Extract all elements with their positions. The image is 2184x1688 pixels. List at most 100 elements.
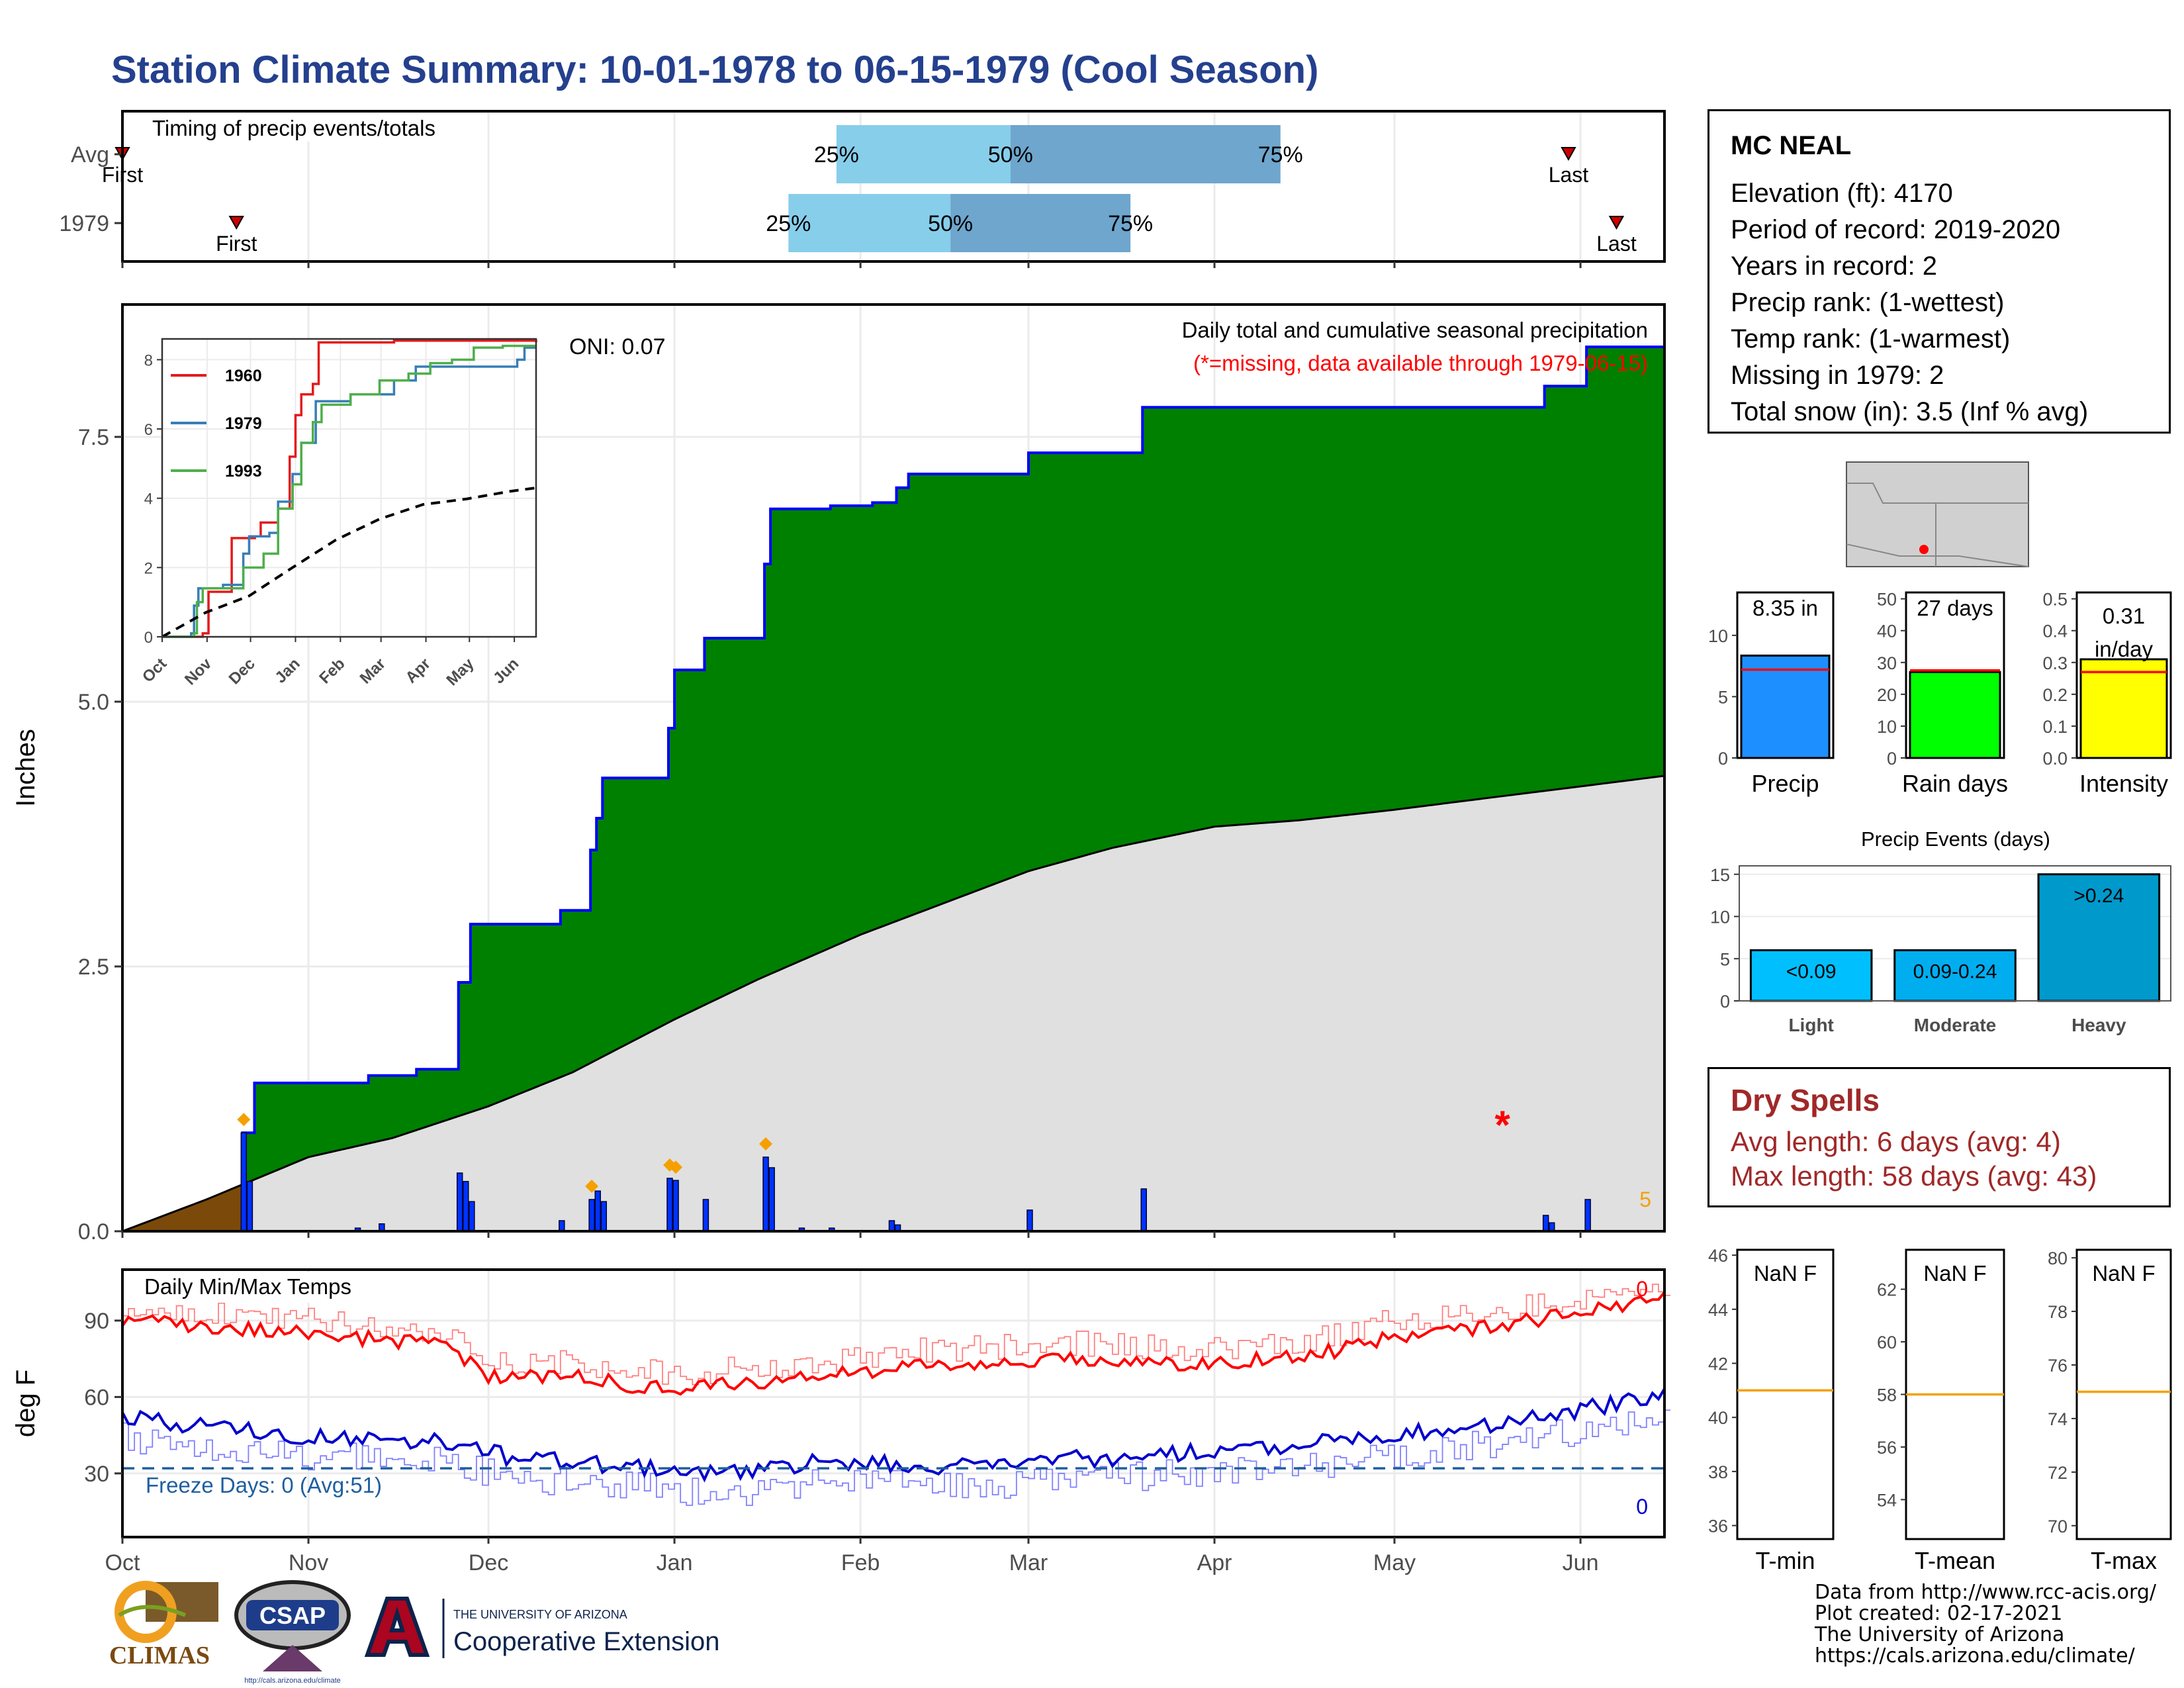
temp-gauge-xlabel: T-max	[2091, 1547, 2157, 1574]
region-map	[1846, 461, 2029, 567]
season-bar-ytick-label: 0	[1887, 749, 1897, 769]
temp-ytick-label: 60	[84, 1385, 109, 1410]
timing-title: Timing of precip events/totals	[152, 116, 435, 140]
ua-extension-logo: THE UNIVERSITY OF ARIZONA Cooperative Ex…	[364, 1597, 719, 1658]
temp-panel-bg	[122, 1270, 1664, 1537]
season-bar-ytick-label: 10	[1708, 626, 1728, 646]
precip-daily-bar	[600, 1201, 608, 1232]
credits-created: Plot created: 02-17-2021	[1815, 1602, 2063, 1625]
temp-gauge-ytick-label: 74	[2048, 1409, 2068, 1429]
temp-xtick-label: Dec	[469, 1550, 508, 1575]
temp-gauge-value-label: NaN F	[1754, 1261, 1817, 1286]
precip-ytick-label: 2.5	[78, 955, 109, 980]
precip-events-bar-label: <0.09	[1786, 961, 1837, 983]
temp-gauge-ytick-label: 72	[2048, 1463, 2068, 1483]
climas-logo-text: CLIMAS	[109, 1642, 210, 1669]
season-bar-xlabel: Precip	[1751, 770, 1819, 797]
station-elevation: Elevation (ft): 4170	[1731, 179, 1953, 208]
precip-corner-label: 5	[1639, 1188, 1651, 1211]
timing-pct75-label: 75%	[1108, 211, 1153, 236]
season-bar-ytick-label: 5	[1718, 687, 1728, 707]
temp-gauge-ytick-label: 42	[1708, 1354, 1728, 1374]
ua-small-text: THE UNIVERSITY OF ARIZONA	[453, 1608, 627, 1621]
season-bar-ytick-label: 50	[1877, 590, 1897, 610]
temp-gauge-ytick-label: 38	[1708, 1462, 1728, 1482]
timing-last-marker	[1561, 147, 1576, 162]
snow-marker	[237, 1113, 251, 1127]
temp-gauge-xlabel: T-min	[1756, 1547, 1815, 1574]
season-bar-ytick-label: 0.1	[2042, 717, 2068, 737]
station-temp-rank: Temp rank: (1-warmest)	[1731, 324, 2011, 353]
season-bar	[1909, 671, 2001, 759]
precip-events-ytick-label: 5	[1720, 949, 1730, 969]
inset-legend-label: 1960	[225, 367, 262, 385]
inset-series-line	[162, 344, 536, 638]
precip-daily-bar	[594, 1190, 601, 1232]
temp-gauge-ytick-label: 80	[2048, 1248, 2068, 1268]
station-precip-rank: Precip rank: (1-wettest)	[1731, 288, 2005, 317]
inset-border	[161, 338, 537, 638]
temp-gauge-ytick-label: 70	[2048, 1517, 2068, 1536]
season-bar-xlabel: Rain days	[1902, 770, 2008, 797]
inset-legend-label: 1993	[225, 462, 262, 481]
season-bar	[1740, 654, 1831, 759]
precip-events-title: Precip Events (days)	[1861, 827, 2050, 851]
timing-row-label: Avg	[71, 142, 109, 167]
temp-gauge-ytick-label: 40	[1708, 1408, 1728, 1428]
temp-gauge-ytick-label: 76	[2048, 1356, 2068, 1376]
temp-gauge-value-label: NaN F	[1923, 1261, 1986, 1286]
precip-events-bar-label: 0.09-0.24	[1913, 961, 1997, 983]
season-bar-ytick-label: 0	[1718, 749, 1728, 769]
temp-xtick-label: May	[1373, 1550, 1416, 1575]
precip-chart-subtitle: (*=missing, data available through 1979-…	[1193, 351, 1648, 375]
dry-spells-box: Dry Spells Avg length: 6 days (avg: 4) M…	[1707, 1067, 2171, 1207]
temp-min-line	[121, 1387, 1666, 1483]
timing-first-label: First	[216, 232, 257, 256]
freeze-days-label: Freeze Days: 0 (Avg:51)	[146, 1473, 382, 1497]
season-bar-ytick-label: 0.0	[2042, 749, 2068, 769]
precip-daily-bar	[588, 1199, 595, 1232]
temp-gauge-ytick-label: 60	[1877, 1333, 1897, 1352]
precip-ytick-label: 5.0	[78, 690, 109, 715]
precip-events-category: Heavy	[2071, 1015, 2126, 1035]
season-bar-ytick-label: 40	[1877, 622, 1897, 641]
temp-xtick-label: Jun	[1563, 1550, 1599, 1575]
precip-daily-bar	[888, 1220, 895, 1232]
season-bar-value-label: 27 days	[1917, 596, 1993, 620]
csap-logo: CSAP http://cals.arizona.edu/climate	[234, 1580, 351, 1685]
inset-ytick-label: 6	[144, 421, 153, 439]
temp-xtick-label: Jan	[657, 1550, 693, 1575]
precip-daily-bar	[1140, 1188, 1147, 1232]
temp-max-avg-line	[122, 1284, 1671, 1385]
precip-events-category: Light	[1788, 1015, 1833, 1035]
temp-gauge-ytick-label: 54	[1877, 1490, 1897, 1510]
precip-events-bar-label: >0.24	[2073, 885, 2124, 907]
temp-gauge-ytick-label: 56	[1877, 1438, 1897, 1458]
station-missing: Missing in 1979: 2	[1731, 361, 1944, 390]
temp-xtick-label: Apr	[1197, 1550, 1232, 1575]
ua-a-icon	[364, 1597, 430, 1657]
temp-gauge-ytick-label: 62	[1877, 1280, 1897, 1300]
timing-last-label: Last	[1596, 232, 1637, 256]
temp-gauge-ytick-label: 44	[1708, 1300, 1728, 1320]
precip-cumulative-area	[122, 347, 1664, 1231]
season-bar-value-label: 0.31	[2103, 604, 2145, 628]
dry-spells-avg: Avg length: 6 days (avg: 4)	[1731, 1126, 2061, 1157]
missing-data-marker: *	[1495, 1103, 1511, 1147]
temp-max-count: 0	[1636, 1277, 1648, 1301]
snow-marker	[759, 1137, 773, 1150]
temp-chart-title: Daily Min/Max Temps	[144, 1274, 351, 1299]
temp-ytick-label: 30	[84, 1462, 109, 1487]
timing-last-marker	[1608, 216, 1625, 230]
season-bar-ytick-label: 0.4	[2042, 622, 2068, 641]
temp-gauge-ytick-label: 46	[1708, 1246, 1728, 1266]
map-state-border	[1846, 483, 1936, 567]
precip-daily-bar	[1584, 1199, 1591, 1232]
precip-average-area	[122, 776, 1664, 1231]
credits-university: The University of Arizona	[1815, 1623, 2065, 1646]
credits-url: https://cals.arizona.edu/climate/	[1815, 1644, 2135, 1667]
temp-gauge-frame	[2075, 1248, 2172, 1540]
inset-average-line	[161, 487, 537, 638]
station-name: MC NEAL	[1731, 131, 1852, 160]
ua-big-text: Cooperative Extension	[453, 1627, 719, 1656]
